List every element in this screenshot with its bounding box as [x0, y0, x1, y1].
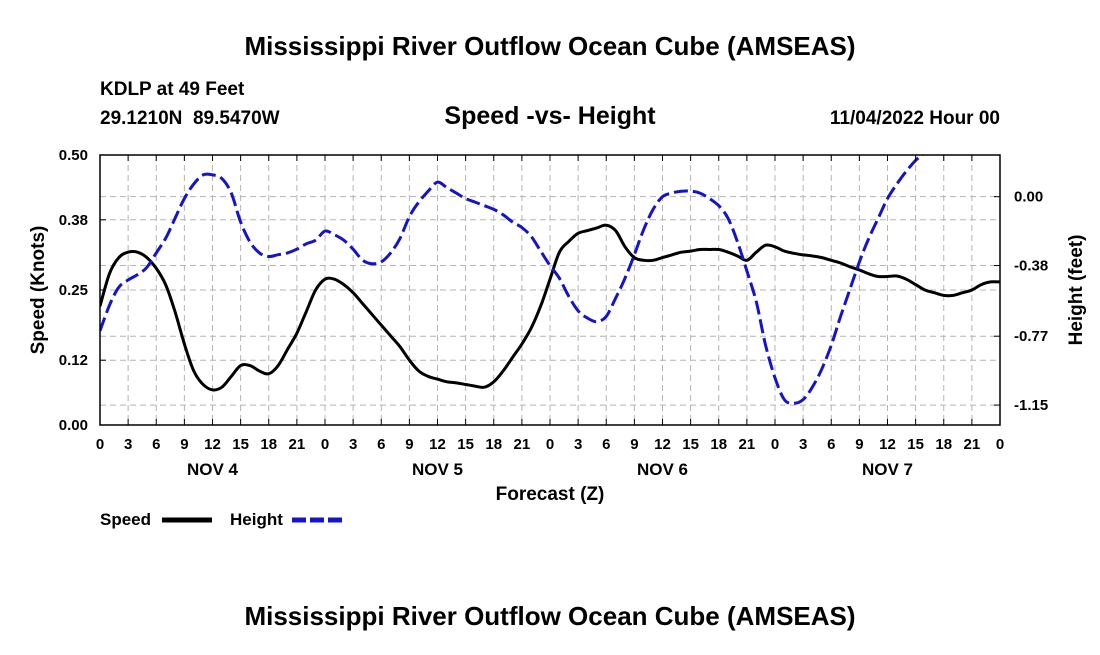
- x-tick-label: 15: [907, 436, 924, 453]
- x-tick-label: 18: [935, 436, 952, 453]
- x-tick-label: 18: [710, 436, 727, 453]
- day-label: NOV 6: [637, 460, 688, 479]
- x-tick-label: 21: [289, 436, 306, 453]
- x-tick-label: 18: [485, 436, 502, 453]
- x-tick-label: 18: [260, 436, 277, 453]
- legend-label-speed: Speed: [100, 510, 151, 529]
- legend-label-height: Height: [230, 510, 283, 529]
- station-label: KDLP at 49 Feet: [100, 79, 245, 100]
- x-tick-label: 6: [377, 436, 385, 453]
- legend: Speed Height: [100, 510, 342, 529]
- x-tick-label: 3: [574, 436, 582, 453]
- x-tick-label: 12: [429, 436, 446, 453]
- y-axis-label: Speed (Knots): [28, 226, 49, 355]
- x-tick-label: 3: [349, 436, 357, 453]
- day-label: NOV 4: [187, 460, 239, 479]
- x-tick-label: 9: [405, 436, 413, 453]
- x-tick-label: 12: [204, 436, 221, 453]
- y-tick-label: 0.38: [59, 212, 88, 229]
- coordinates-label: 29.1210N 89.5470W: [100, 108, 280, 129]
- x-tick-label: 9: [180, 436, 188, 453]
- y-tick-label: 0.00: [59, 417, 88, 434]
- x-tick-label: 9: [630, 436, 638, 453]
- x-tick-label: 3: [124, 436, 132, 453]
- x-tick-label: 0: [771, 436, 779, 453]
- x-tick-label: 0: [996, 436, 1004, 453]
- x-tick-label: 0: [321, 436, 329, 453]
- forecast-date-label: 11/04/2022 Hour 00: [830, 108, 1000, 129]
- grid: [100, 155, 1000, 425]
- speed-series-line: [100, 223, 1000, 392]
- x-tick-label: 12: [879, 436, 896, 453]
- day-label: NOV 5: [412, 460, 463, 479]
- x-tick-label: 3: [799, 436, 807, 453]
- y2-tick-label: 0.00: [1014, 189, 1043, 206]
- footer-title: Mississippi River Outflow Ocean Cube (AM…: [244, 601, 855, 631]
- x-tick-label: 15: [682, 436, 699, 453]
- x-tick-label: 6: [152, 436, 160, 453]
- y-tick-label: 0.12: [59, 352, 88, 369]
- x-tick-label: 15: [457, 436, 474, 453]
- y-tick-label: 0.25: [59, 282, 88, 299]
- x-tick-label: 12: [654, 436, 671, 453]
- y2-tick-label: -0.77: [1014, 328, 1048, 345]
- x-tick-label: 15: [232, 436, 249, 453]
- x-tick-label: 21: [964, 436, 981, 453]
- y2-tick-label: -0.38: [1014, 258, 1048, 275]
- series-lines: [100, 155, 1000, 405]
- day-label: NOV 7: [862, 460, 913, 479]
- x-tick-label: 21: [514, 436, 531, 453]
- x-tick-label: 9: [855, 436, 863, 453]
- y-tick-label: 0.50: [59, 147, 88, 164]
- x-tick-label: 0: [96, 436, 104, 453]
- chart-title: Speed -vs- Height: [444, 102, 656, 130]
- axes: 0 3 6 9 12 15 18 21 0 3 6 9 12 15 18 21 0 3 6 9 12 15 18 21 0 3 6 9…: [59, 147, 1048, 479]
- x-axis-label: Forecast (Z): [496, 484, 605, 505]
- y2-axis-label: Height (feet): [1066, 235, 1087, 346]
- x-tick-label: 21: [739, 436, 756, 453]
- main-title: Mississippi River Outflow Ocean Cube (AM…: [244, 31, 855, 61]
- x-tick-label: 0: [546, 436, 554, 453]
- x-tick-label: 6: [827, 436, 835, 453]
- x-tick-label: 6: [602, 436, 610, 453]
- y2-tick-label: -1.15: [1014, 397, 1048, 414]
